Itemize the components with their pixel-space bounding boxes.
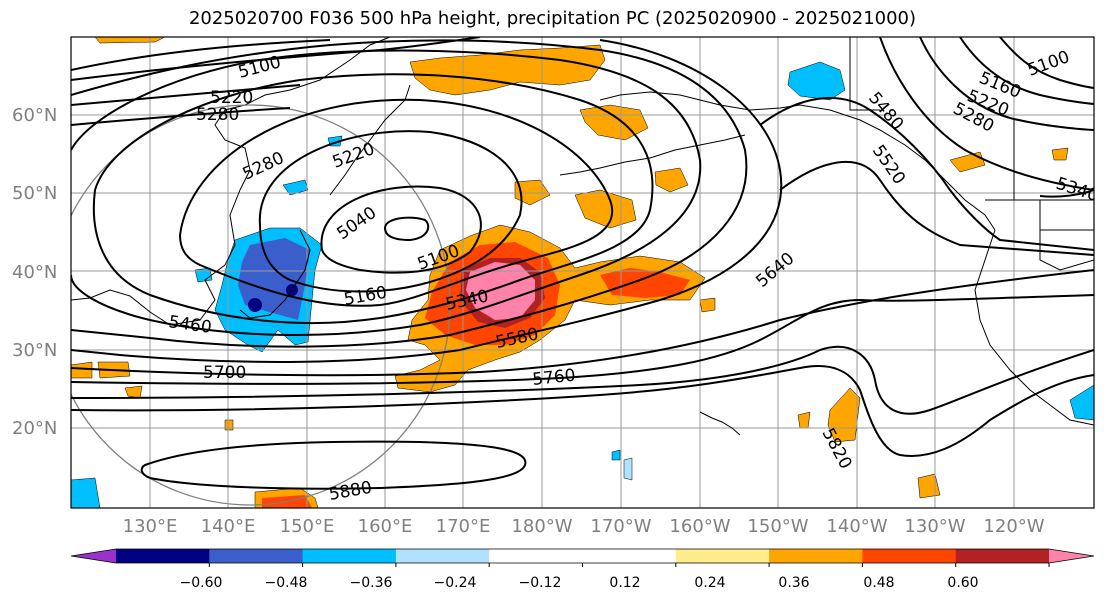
contour-label: 5700 bbox=[203, 363, 246, 383]
colorbar-tick-labels: −0.60 −0.48 −0.36 −0.24 −0.12 0.12 0.24 … bbox=[180, 575, 979, 591]
colorbar-segment bbox=[116, 549, 210, 563]
colorbar-tick-label: 0.24 bbox=[694, 575, 725, 591]
lon-label: 130°E bbox=[123, 516, 178, 537]
map-border bbox=[70, 36, 1095, 509]
lon-label: 170°W bbox=[590, 516, 651, 537]
lat-label: 60°N bbox=[12, 105, 57, 126]
contour-label: 5220 bbox=[210, 88, 253, 108]
colorbar-tick-label: −0.24 bbox=[434, 575, 477, 591]
lat-label: 20°N bbox=[12, 418, 57, 439]
lon-label: 180°W bbox=[511, 516, 572, 537]
colorbar-tick-label: −0.60 bbox=[180, 575, 223, 591]
colorbar-segment bbox=[582, 549, 677, 563]
colorbar-segment bbox=[395, 549, 490, 563]
lon-label: 150°E bbox=[280, 516, 335, 537]
latitude-labels: 60°N 50°N 40°N 30°N 20°N bbox=[12, 105, 57, 439]
colorbar-segment bbox=[209, 549, 304, 563]
lon-label: 140°W bbox=[826, 516, 887, 537]
colorbar-tick-label: 0.48 bbox=[863, 575, 894, 591]
colorbar-segment bbox=[862, 549, 957, 563]
colorbar bbox=[70, 548, 1095, 567]
colorbar-tick-label: −0.36 bbox=[350, 575, 393, 591]
colorbar-tick-label: −0.48 bbox=[265, 575, 308, 591]
lat-label: 30°N bbox=[12, 340, 57, 361]
lon-label: 140°E bbox=[201, 516, 256, 537]
colorbar-segment bbox=[769, 549, 863, 563]
colorbar-segment bbox=[955, 549, 1050, 563]
colorbar-outline bbox=[70, 548, 1095, 564]
colorbar-tick-label: −0.12 bbox=[519, 575, 562, 591]
lat-label: 40°N bbox=[12, 262, 57, 283]
coastlines bbox=[71, 37, 1094, 436]
graticule bbox=[71, 37, 1094, 508]
map-title: 2025020700 F036 500 hPa height, precipit… bbox=[188, 8, 917, 29]
colorbar-tick-label: 0.12 bbox=[609, 575, 640, 591]
lon-label: 160°W bbox=[669, 516, 730, 537]
colorbar-segment bbox=[302, 549, 397, 563]
longitude-labels: 130°E 140°E 150°E 160°E 170°E 180°W 170°… bbox=[123, 516, 1045, 537]
lat-label: 50°N bbox=[12, 183, 57, 204]
lon-label: 170°E bbox=[436, 516, 491, 537]
colorbar-tick-label: 0.60 bbox=[947, 575, 978, 591]
lon-label: 160°E bbox=[358, 516, 413, 537]
colorbar-extend-low bbox=[71, 549, 116, 563]
lon-label: 150°W bbox=[747, 516, 808, 537]
height-contours bbox=[71, 37, 1094, 490]
colorbar-extend-high bbox=[1049, 549, 1094, 563]
range-ring bbox=[71, 104, 451, 506]
colorbar-segment bbox=[675, 549, 770, 563]
lon-label: 120°W bbox=[983, 516, 1044, 537]
contour-label: 5280 bbox=[196, 105, 239, 125]
colorbar-tick-label: 0.36 bbox=[778, 575, 809, 591]
contour-label: 5760 bbox=[531, 366, 576, 390]
lon-label: 130°W bbox=[904, 516, 965, 537]
colorbar-segment bbox=[489, 549, 583, 563]
